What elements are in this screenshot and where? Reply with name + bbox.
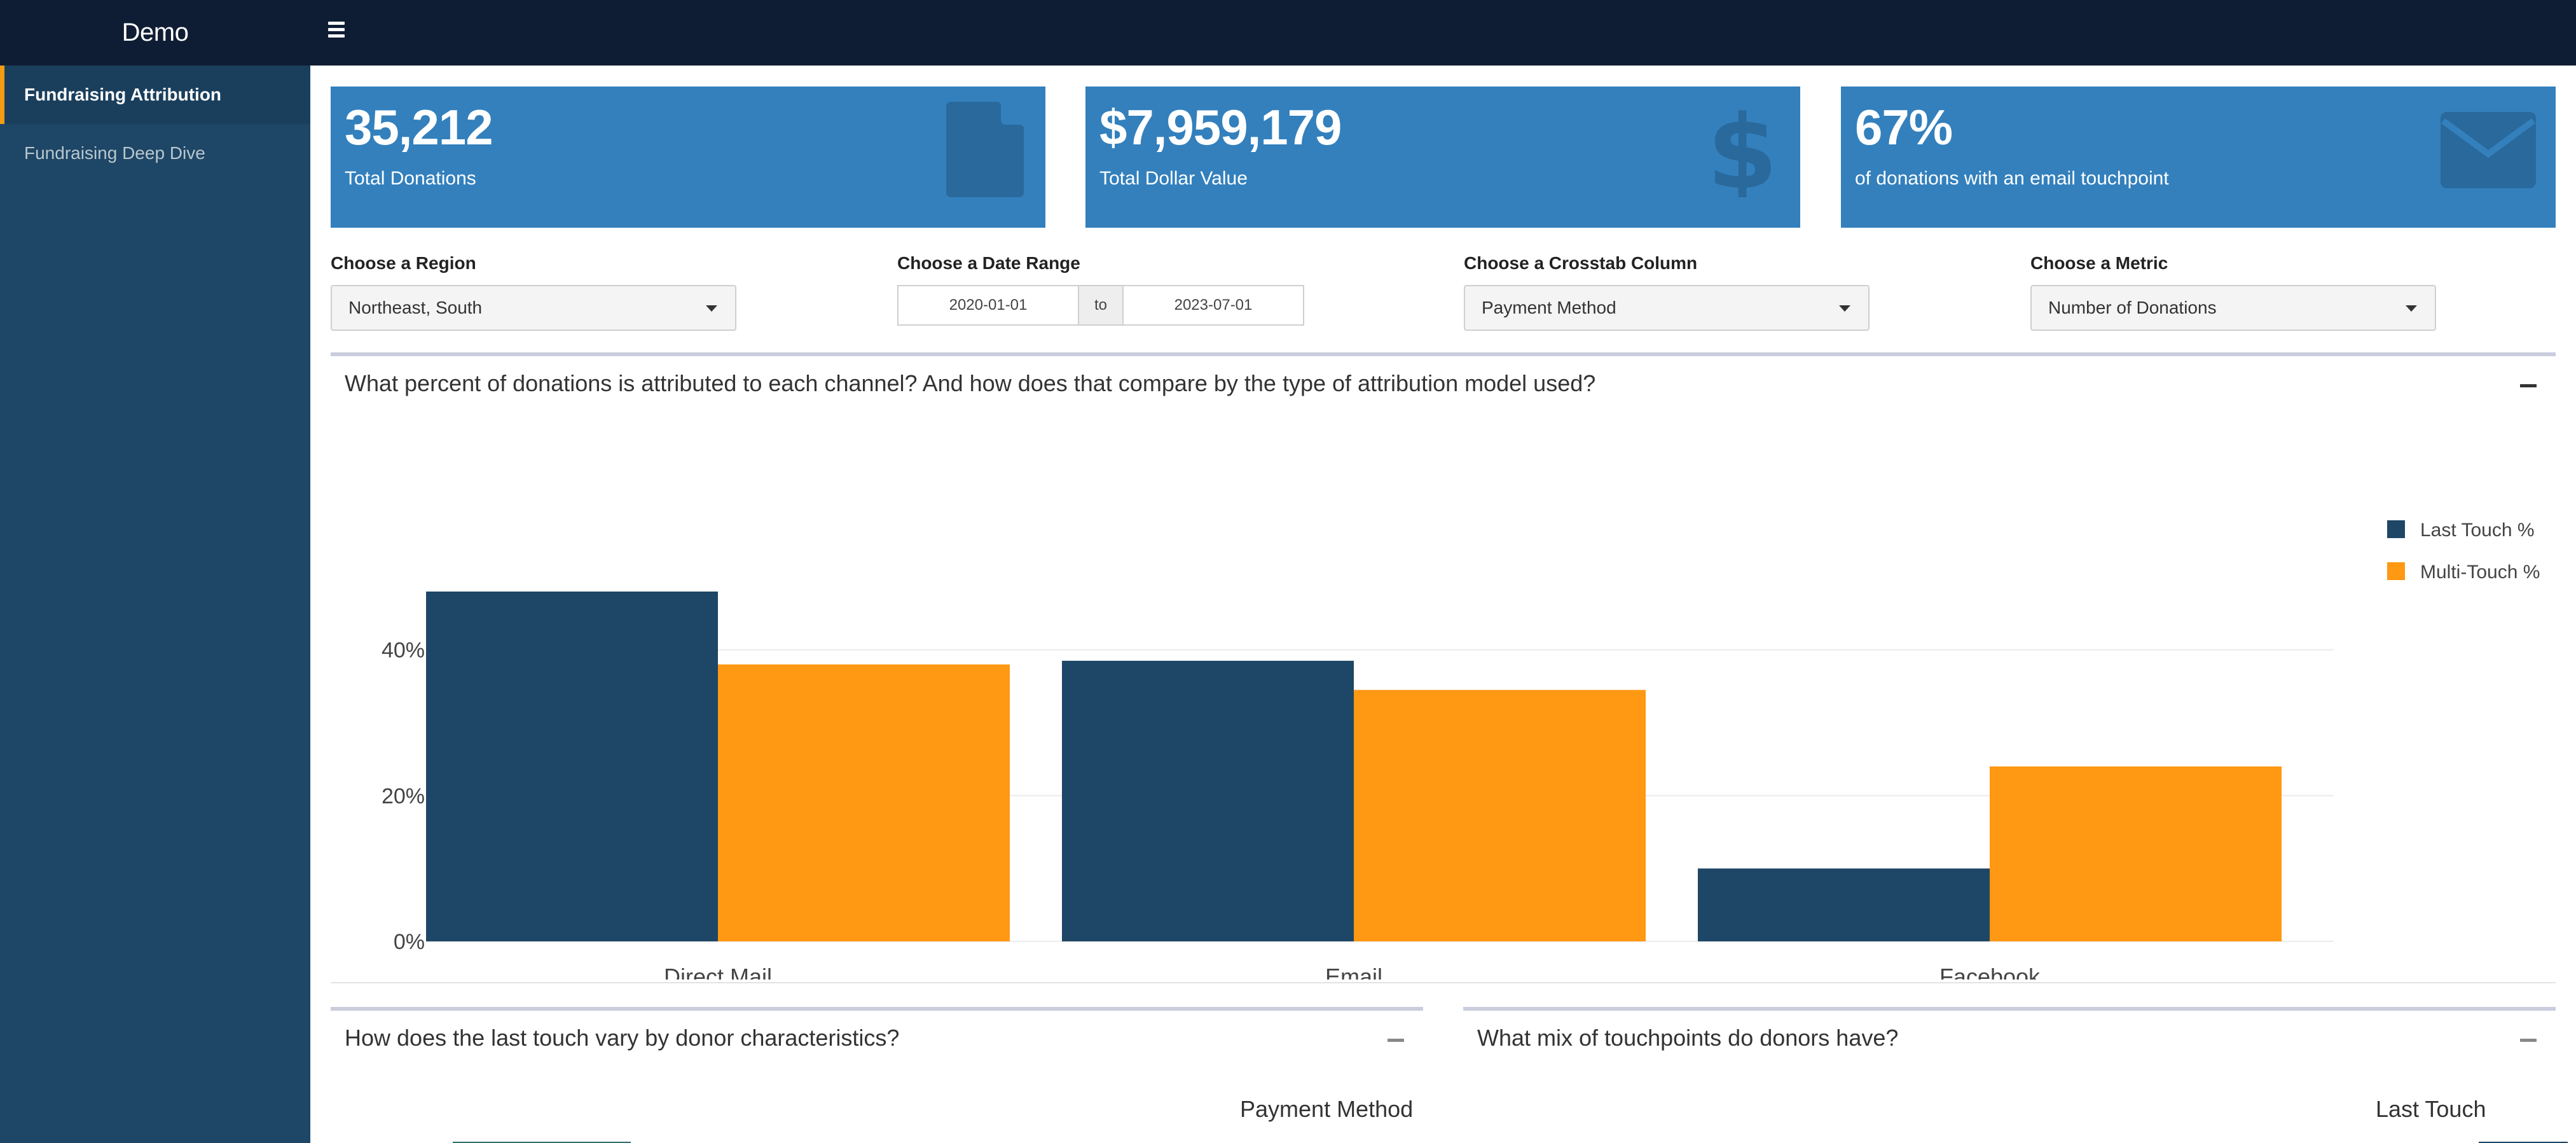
- donor-characteristics-panel: How does the last touch vary by donor ch…: [331, 1007, 1423, 1143]
- region-filter: Choose a Region Northeast, South: [331, 253, 736, 331]
- valuebox-value: 67%: [1855, 99, 1953, 155]
- sidebar-item-label: Fundraising Deep Dive: [24, 143, 205, 163]
- chart-bar: [1354, 689, 1646, 941]
- valuebox-label: of donations with an email touchpoint: [1855, 167, 2169, 189]
- y-tick-label: 40%: [382, 639, 425, 663]
- crosstab-filter-label: Choose a Crosstab Column: [1464, 253, 1698, 273]
- valuebox-label: Total Dollar Value: [1099, 167, 1248, 189]
- valuebox-total-donations: 35,212 Total Donations: [331, 87, 1045, 228]
- chart-bar: [1698, 868, 1990, 941]
- x-tick-label: Direct Mail: [664, 964, 772, 980]
- chevron-down-icon: [2406, 305, 2417, 312]
- valuebox-value: $7,959,179: [1099, 99, 1342, 155]
- y-tick-label: 20%: [382, 784, 425, 808]
- chart-bar: [1990, 766, 2282, 941]
- valuebox-value: 35,212: [345, 99, 493, 155]
- sidebar-item-fundraising-deep-dive[interactable]: Fundraising Deep Dive: [0, 124, 310, 183]
- top-navbar: Demo: [0, 0, 2576, 66]
- legend-label: Last Touch %: [2420, 520, 2535, 541]
- date-range-label: Choose a Date Range: [897, 253, 1080, 273]
- chart-bar: [453, 1142, 631, 1143]
- region-select[interactable]: Northeast, South: [331, 285, 736, 331]
- envelope-icon: [2441, 112, 2536, 188]
- chevron-down-icon: [706, 305, 717, 312]
- valuebox-label: Total Donations: [345, 167, 476, 189]
- sidebar-item-label: Fundraising Attribution: [24, 85, 222, 104]
- sidebar: Fundraising Attribution Fundraising Deep…: [0, 66, 310, 1143]
- file-icon: [946, 102, 1024, 197]
- legend-swatch: [2387, 520, 2405, 538]
- panel-title: How does the last touch vary by donor ch…: [345, 1025, 900, 1051]
- main-content: 35,212 Total Donations $7,959,179 Total …: [310, 66, 2576, 1143]
- legend-swatch: [2387, 562, 2405, 580]
- date-range-separator: to: [1079, 285, 1122, 326]
- chevron-down-icon: [1839, 305, 1850, 312]
- hamburger-icon[interactable]: [328, 22, 351, 45]
- collapse-icon[interactable]: [1388, 1039, 1404, 1042]
- dollar-icon: $: [1707, 102, 1777, 197]
- start-date-input[interactable]: 2020-01-01: [897, 285, 1079, 326]
- chart-bar: [1062, 660, 1354, 941]
- crosstab-filter: Choose a Crosstab Column Payment Method: [1464, 253, 1870, 331]
- panel-title: What mix of touchpoints do donors have?: [1477, 1025, 1899, 1051]
- attribution-bar-chart: 0%20%40%Direct MailEmailFacebookChannelL…: [382, 520, 2540, 980]
- end-date-input[interactable]: 2023-07-01: [1122, 285, 1304, 326]
- chart-bar: [718, 664, 1010, 941]
- touchpoint-mix-panel: What mix of touchpoints do donors have? …: [1463, 1007, 2568, 1143]
- metric-filter: Choose a Metric Number of Donations: [2030, 253, 2436, 331]
- collapse-icon[interactable]: [2520, 1039, 2537, 1042]
- metric-select-value: Number of Donations: [2048, 298, 2217, 317]
- valuebox-total-dollar-value: $7,959,179 Total Dollar Value $: [1085, 87, 1800, 228]
- x-tick-label: Facebook: [1939, 964, 2041, 980]
- x-tick-label: Email: [1325, 964, 1382, 980]
- app-brand: Demo: [121, 18, 189, 46]
- region-filter-label: Choose a Region: [331, 253, 476, 273]
- y-tick-label: 0%: [394, 930, 425, 954]
- metric-filter-label: Choose a Metric: [2030, 253, 2168, 273]
- chart-bar: [2479, 1142, 2568, 1143]
- collapse-icon[interactable]: [2520, 384, 2537, 387]
- region-select-value: Northeast, South: [348, 298, 483, 317]
- sidebar-item-fundraising-attribution[interactable]: Fundraising Attribution: [0, 66, 310, 124]
- svg-text:$: $: [1707, 102, 1777, 197]
- chart-subtitle: Payment Method: [1240, 1096, 1414, 1122]
- date-range-filter: Choose a Date Range 2020-01-01 to 2023-0…: [897, 253, 1304, 326]
- valuebox-email-touchpoint: 67% of donations with an email touchpoin…: [1841, 87, 2556, 228]
- crosstab-select-value: Payment Method: [1482, 298, 1616, 317]
- attribution-chart-panel: What percent of donations is attributed …: [331, 352, 2556, 983]
- legend-label: Multi-Touch %: [2420, 562, 2540, 583]
- crosstab-select[interactable]: Payment Method: [1464, 285, 1870, 331]
- panel-title: What percent of donations is attributed …: [345, 370, 1596, 396]
- chart-bar: [426, 592, 718, 941]
- metric-select[interactable]: Number of Donations: [2030, 285, 2436, 331]
- date-range-input: 2020-01-01 to 2023-07-01: [897, 285, 1304, 326]
- chart-subtitle: Last Touch: [2376, 1096, 2486, 1122]
